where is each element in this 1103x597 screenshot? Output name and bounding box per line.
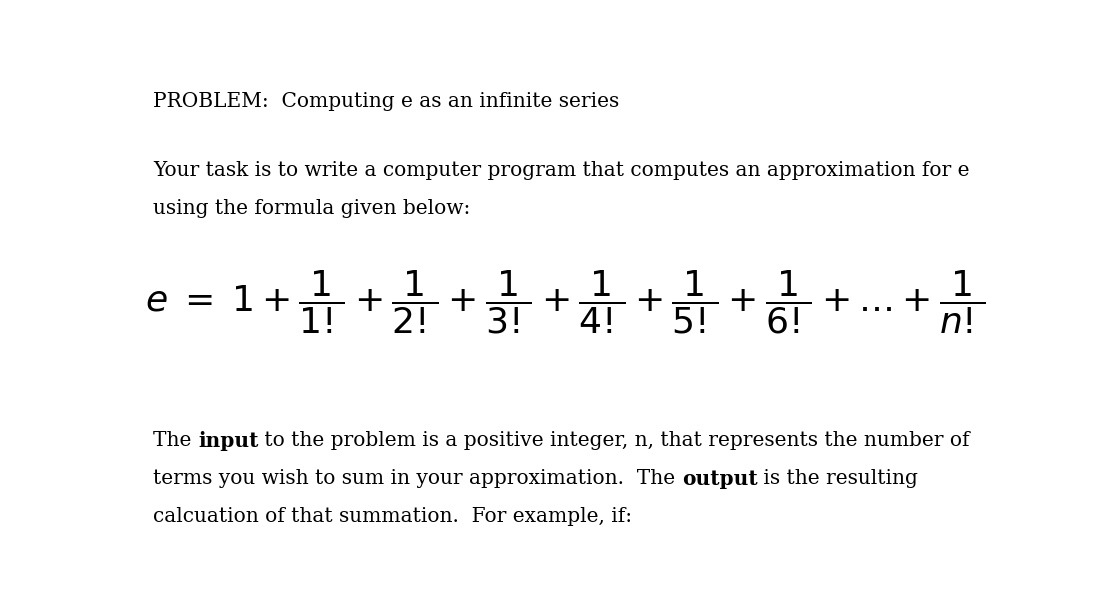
Text: input: input <box>199 431 258 451</box>
Text: is the resulting: is the resulting <box>758 469 919 488</box>
Text: PROBLEM:  Computing e as an infinite series: PROBLEM: Computing e as an infinite seri… <box>153 93 620 111</box>
Text: using the formula given below:: using the formula given below: <box>153 199 471 218</box>
Text: Your task is to write a computer program that computes an approximation for e: Your task is to write a computer program… <box>153 161 970 180</box>
Text: calcuation of that summation.  For example, if:: calcuation of that summation. For exampl… <box>153 506 632 525</box>
Text: The: The <box>153 431 199 450</box>
Text: to the problem is a positive integer, n, that represents the number of: to the problem is a positive integer, n,… <box>258 431 970 450</box>
Text: $e \;=\; 1 + \dfrac{1}{1!} + \dfrac{1}{2!} + \dfrac{1}{3!} + \dfrac{1}{4!} + \df: $e \;=\; 1 + \dfrac{1}{1!} + \dfrac{1}{2… <box>144 269 986 336</box>
Text: terms you wish to sum in your approximation.  The: terms you wish to sum in your approximat… <box>153 469 682 488</box>
Text: output: output <box>682 469 758 489</box>
